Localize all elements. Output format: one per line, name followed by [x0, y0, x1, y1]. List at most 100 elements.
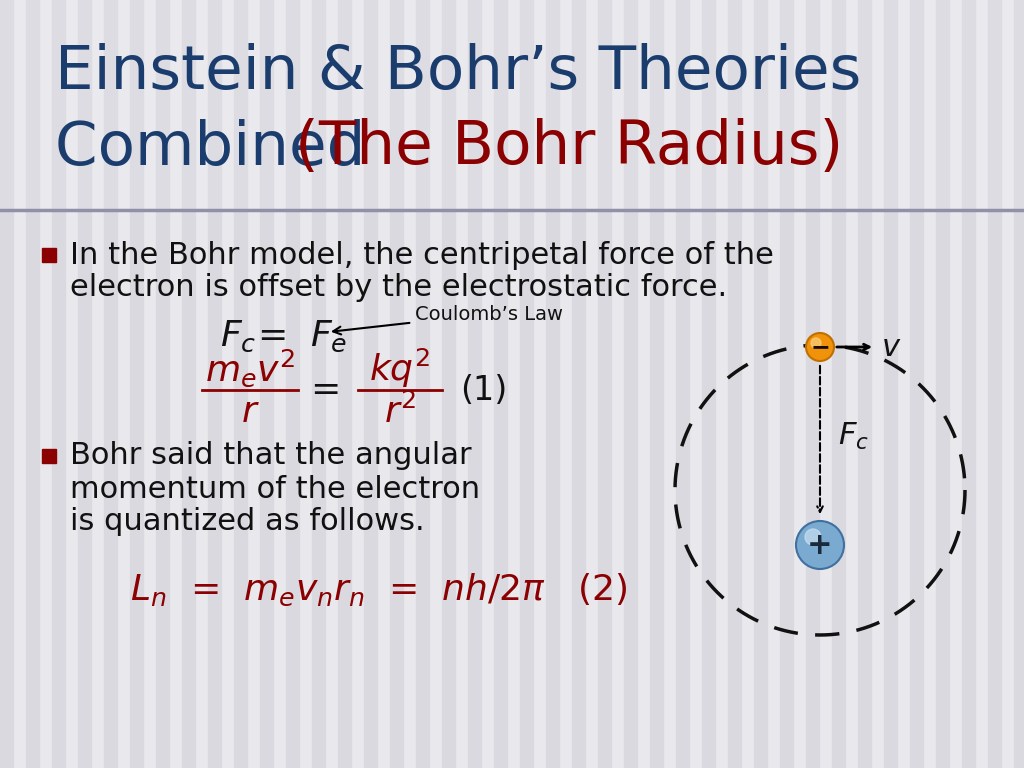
Bar	[884, 0, 897, 210]
Text: $L_n$  =  $m_e v_n r_n$  =  $nh/2\pi$   (2): $L_n$ = $m_e v_n r_n$ = $nh/2\pi$ (2)	[130, 572, 628, 608]
Bar	[416, 0, 429, 768]
Bar	[286, 0, 299, 768]
Bar	[494, 0, 507, 768]
Bar	[364, 0, 377, 768]
Bar	[806, 0, 819, 768]
Bar	[312, 0, 325, 210]
Bar	[598, 0, 611, 210]
Bar	[546, 0, 559, 768]
Bar	[728, 0, 741, 768]
Bar	[260, 0, 273, 768]
Bar	[338, 0, 351, 768]
Bar	[598, 0, 611, 768]
Text: $F_c$: $F_c$	[838, 420, 869, 452]
Bar	[624, 0, 637, 210]
Text: Coulomb’s Law: Coulomb’s Law	[333, 304, 563, 334]
Bar	[42, 248, 56, 262]
Text: $r^2$: $r^2$	[384, 394, 416, 430]
Text: =: =	[257, 319, 287, 353]
Bar	[26, 0, 39, 768]
Bar	[806, 0, 819, 210]
Bar	[650, 0, 663, 768]
Bar	[910, 0, 923, 768]
Bar	[130, 0, 143, 768]
Bar	[831, 0, 845, 768]
Bar	[962, 0, 975, 210]
Circle shape	[805, 529, 821, 545]
Bar	[104, 0, 117, 768]
Bar	[390, 0, 403, 768]
Text: +: +	[807, 531, 833, 560]
Bar	[1014, 0, 1024, 210]
Bar	[286, 0, 299, 210]
Bar	[546, 0, 559, 210]
Bar	[988, 0, 1001, 210]
Bar	[390, 0, 403, 210]
Text: Bohr said that the angular: Bohr said that the angular	[70, 442, 472, 471]
Bar	[858, 0, 871, 768]
Bar	[468, 0, 481, 210]
Bar	[182, 0, 195, 768]
Text: $r$: $r$	[241, 395, 259, 429]
Bar	[130, 0, 143, 210]
Bar	[831, 0, 845, 210]
Bar	[520, 0, 534, 210]
Bar	[208, 0, 221, 210]
Bar	[0, 0, 1024, 210]
Bar	[78, 0, 91, 210]
Bar	[754, 0, 767, 210]
Bar	[26, 0, 39, 210]
Text: electron is offset by the electrostatic force.: electron is offset by the electrostatic …	[70, 273, 727, 302]
Text: −: −	[810, 335, 829, 359]
Text: In the Bohr model, the centripetal force of the: In the Bohr model, the centripetal force…	[70, 240, 774, 270]
Bar	[572, 0, 585, 768]
Bar	[676, 0, 689, 768]
Bar	[182, 0, 195, 210]
Text: Einstein & Bohr’s Theories: Einstein & Bohr’s Theories	[55, 42, 861, 101]
Text: (The Bohr Radius): (The Bohr Radius)	[295, 118, 843, 177]
Text: v: v	[882, 333, 900, 362]
Bar	[1014, 0, 1024, 768]
Bar	[0, 0, 13, 768]
Bar	[416, 0, 429, 210]
Text: (1): (1)	[460, 373, 507, 406]
Bar	[208, 0, 221, 768]
Bar	[962, 0, 975, 768]
Bar	[754, 0, 767, 768]
Bar	[364, 0, 377, 210]
Bar	[312, 0, 325, 768]
Bar	[156, 0, 169, 210]
Bar	[572, 0, 585, 210]
Bar	[52, 0, 65, 768]
Bar	[52, 0, 65, 210]
Circle shape	[806, 333, 834, 361]
Text: $kq^2$: $kq^2$	[370, 346, 430, 389]
Text: is quantized as follows.: is quantized as follows.	[70, 508, 425, 537]
Bar	[442, 0, 455, 210]
Bar	[936, 0, 949, 768]
Bar	[780, 0, 793, 768]
Bar	[728, 0, 741, 210]
Text: =: =	[310, 373, 340, 407]
Bar	[910, 0, 923, 210]
Bar	[338, 0, 351, 210]
Text: $m_e v^2$: $m_e v^2$	[205, 347, 295, 389]
Bar	[858, 0, 871, 210]
Bar	[936, 0, 949, 210]
Bar	[494, 0, 507, 210]
Bar	[650, 0, 663, 210]
Bar	[234, 0, 247, 210]
Bar	[624, 0, 637, 768]
Bar	[442, 0, 455, 768]
Bar	[884, 0, 897, 768]
Bar	[156, 0, 169, 768]
Bar	[520, 0, 534, 768]
Bar	[104, 0, 117, 210]
Circle shape	[796, 521, 844, 569]
Circle shape	[811, 338, 821, 348]
Bar	[0, 0, 13, 210]
Text: momentum of the electron: momentum of the electron	[70, 475, 480, 504]
Text: $F_e$: $F_e$	[310, 319, 347, 353]
Bar	[676, 0, 689, 210]
Bar	[468, 0, 481, 768]
